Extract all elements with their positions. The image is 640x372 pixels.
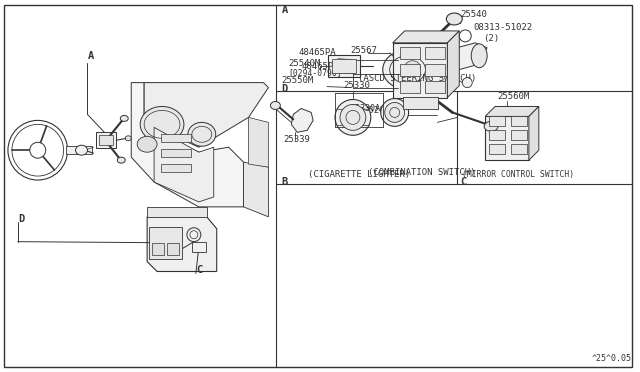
Text: A: A [88,51,93,61]
Bar [403,96,438,109]
Text: C: C [196,266,202,276]
Polygon shape [393,31,460,43]
Ellipse shape [117,157,125,163]
Text: 48465PA: 48465PA [298,48,336,57]
Text: (COMBINATION SWITCH): (COMBINATION SWITCH) [368,168,476,177]
Bar [426,81,445,93]
Ellipse shape [187,228,201,242]
Polygon shape [144,83,268,147]
Ellipse shape [76,145,88,155]
Bar [399,81,420,93]
Ellipse shape [404,61,420,75]
Bar [485,116,529,160]
Text: 25540: 25540 [460,10,487,19]
Ellipse shape [385,103,404,122]
Ellipse shape [271,102,280,109]
Text: 25560M: 25560M [497,92,529,100]
Text: 25567: 25567 [350,46,377,55]
Polygon shape [66,146,92,154]
Polygon shape [244,162,268,217]
Bar [161,164,191,172]
Text: S: S [463,31,468,39]
Bar [426,64,445,76]
Polygon shape [248,118,268,167]
Ellipse shape [484,121,498,131]
Bar [161,134,191,142]
Bar [426,47,445,59]
Bar [511,144,527,154]
Ellipse shape [335,99,371,135]
Text: [0294-0796]: [0294-0796] [288,68,342,77]
Text: D: D [282,84,287,93]
Text: 08313-51022: 08313-51022 [473,23,532,32]
Polygon shape [529,106,539,160]
Polygon shape [131,83,244,207]
Ellipse shape [30,142,45,158]
Bar [399,64,420,76]
Bar [161,149,191,157]
Ellipse shape [462,78,472,87]
Polygon shape [147,217,217,272]
Ellipse shape [188,122,216,146]
Ellipse shape [383,50,433,90]
Bar [97,132,116,148]
Text: B: B [169,248,175,259]
Text: B: B [282,177,287,187]
Text: ^25^0.05: ^25^0.05 [591,354,632,363]
Bar [489,130,505,140]
Bar [149,227,182,259]
Ellipse shape [140,106,184,142]
Text: 48465P: 48465P [301,62,333,71]
Polygon shape [291,109,313,132]
Bar [328,55,360,77]
Text: 25260P: 25260P [363,106,395,115]
Text: C: C [460,177,467,187]
Polygon shape [154,127,214,202]
Bar [192,242,206,251]
Ellipse shape [8,121,68,180]
Bar [399,47,420,59]
Ellipse shape [120,115,128,121]
Ellipse shape [125,136,131,141]
Ellipse shape [460,30,471,42]
Bar [167,243,179,254]
Bar [152,243,164,254]
Ellipse shape [381,99,408,126]
Polygon shape [147,207,207,217]
Bar [337,109,369,125]
Ellipse shape [446,13,462,25]
Text: (MIRROR CONTROL SWITCH): (MIRROR CONTROL SWITCH) [462,170,575,179]
Bar [393,43,447,97]
Polygon shape [447,31,460,97]
Polygon shape [428,43,487,77]
Bar [451,15,460,23]
Ellipse shape [137,136,157,152]
Text: 25540M: 25540M [288,59,321,68]
Text: 25550M: 25550M [282,76,314,84]
Bar [489,116,505,126]
Text: (ASCD STEERING SWITCH): (ASCD STEERING SWITCH) [358,74,476,83]
Bar [489,144,505,154]
Bar [511,130,527,140]
Text: (2): (2) [483,34,499,43]
Text: (CIGARETTE LIGHTER): (CIGARETTE LIGHTER) [308,170,410,179]
Bar [332,59,356,73]
Text: D: D [18,214,24,224]
Text: 25339: 25339 [284,135,310,144]
Bar [511,116,527,126]
Ellipse shape [340,105,366,130]
Text: 25330A: 25330A [351,105,381,113]
Bar [99,135,113,145]
Polygon shape [485,106,539,116]
Text: A: A [282,5,287,15]
Text: 25330: 25330 [343,81,370,90]
Ellipse shape [471,44,487,68]
